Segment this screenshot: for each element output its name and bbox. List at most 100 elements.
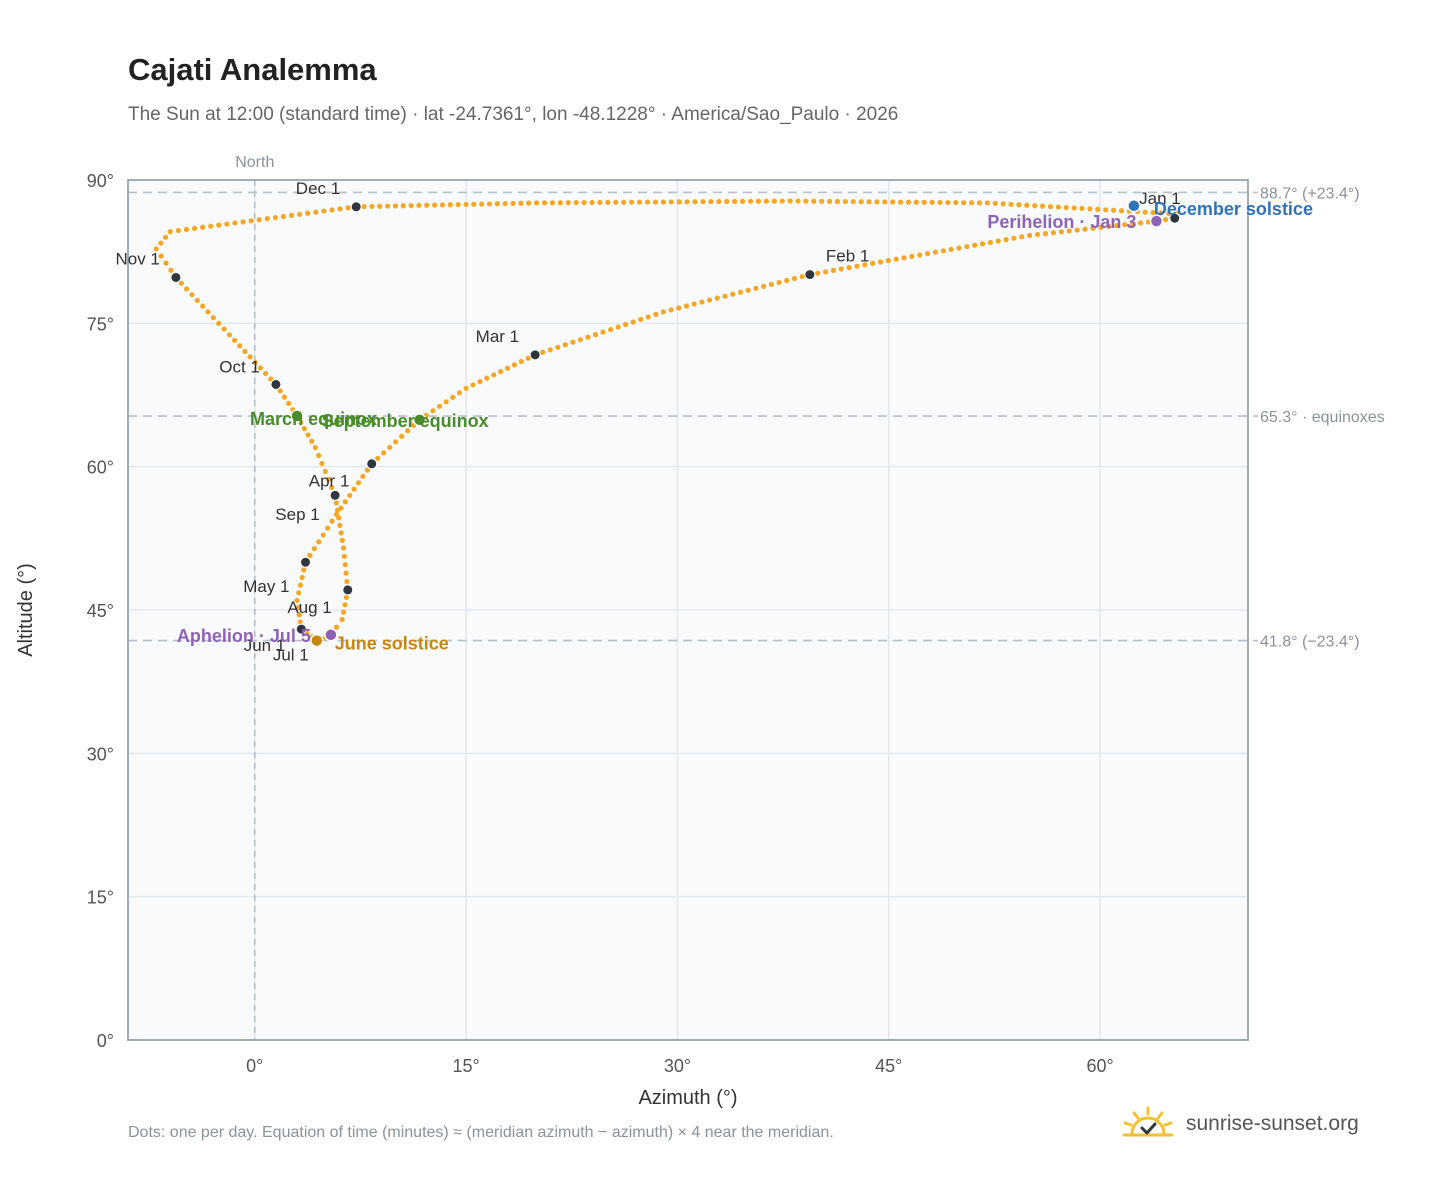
analemma-day-dot xyxy=(375,455,381,461)
analemma-day-dot xyxy=(511,362,518,368)
analemma-day-dot xyxy=(716,198,722,205)
analemma-day-dot xyxy=(343,594,349,600)
analemma-day-dot xyxy=(392,203,399,209)
analemma-day-dot xyxy=(1071,205,1077,211)
analemma-day-dot xyxy=(240,219,246,225)
analemma-day-dot xyxy=(592,332,599,338)
month-marker xyxy=(170,271,182,283)
analemma-day-dot xyxy=(455,201,461,208)
analemma-day-dot xyxy=(581,199,587,206)
analemma-day-dot xyxy=(630,319,636,325)
analemma-day-dot xyxy=(268,376,274,382)
analemma-day-dot xyxy=(636,199,643,205)
analemma-day-dot xyxy=(297,619,303,625)
analemma-day-dot xyxy=(463,201,469,208)
analemma-day-dot xyxy=(463,385,469,391)
analemma-day-dot xyxy=(342,499,348,505)
analemma-day-dot xyxy=(1098,224,1104,230)
analemma-day-dot xyxy=(854,263,860,269)
analemma-day-dot xyxy=(615,324,621,330)
analemma-day-dot xyxy=(533,200,540,206)
month-label: Feb 1 xyxy=(826,247,869,266)
analemma-day-dot xyxy=(562,342,568,348)
analemma-day-dot xyxy=(815,270,821,276)
y-tick-label: 15° xyxy=(87,888,114,908)
analemma-day-dot xyxy=(200,303,206,309)
analemma-day-dot xyxy=(850,199,856,205)
analemma-day-dot xyxy=(771,198,777,204)
event-marker xyxy=(324,628,338,642)
analemma-day-dot xyxy=(668,307,674,313)
month-marker xyxy=(1169,212,1181,224)
analemma-day-dot xyxy=(1042,231,1049,237)
analemma-day-dot xyxy=(739,198,746,204)
analemma-day-dot xyxy=(320,532,326,538)
analemma-day-dot xyxy=(676,199,682,205)
analemma-day-dot xyxy=(525,355,531,361)
brand-logo[interactable]: sunrise-sunset.org xyxy=(1120,1100,1359,1148)
analemma-day-dot xyxy=(799,273,805,280)
analemma-day-dot xyxy=(231,337,238,343)
analemma-day-dot xyxy=(737,289,744,295)
analemma-day-dot xyxy=(430,408,436,414)
analemma-day-dot xyxy=(305,432,311,438)
month-marker xyxy=(295,623,307,635)
analemma-day-dot xyxy=(226,332,233,338)
analemma-day-dot xyxy=(953,200,959,206)
analemma-day-dot xyxy=(1103,207,1109,213)
analemma-day-dot xyxy=(948,246,954,253)
analemma-day-dot xyxy=(745,287,751,293)
x-tick-label: 30° xyxy=(664,1056,691,1076)
analemma-day-dot xyxy=(724,198,730,205)
analemma-day-dot xyxy=(163,260,169,266)
analemma-day-dot xyxy=(557,200,563,206)
analemma-day-dot xyxy=(683,303,690,309)
analemma-day-dot xyxy=(1130,221,1136,227)
analemma-day-dot xyxy=(732,198,738,205)
analemma-day-dot xyxy=(995,238,1001,244)
analemma-day-dot xyxy=(436,403,443,409)
analemma-day-dot xyxy=(992,200,998,206)
analemma-day-dot xyxy=(1066,228,1072,234)
analemma-day-dot xyxy=(787,198,793,204)
analemma-day-dot xyxy=(299,574,305,581)
analemma-day-dot xyxy=(573,200,579,206)
analemma-day-dot xyxy=(381,450,387,456)
analemma-day-dot xyxy=(600,329,606,335)
analemma-day-dot xyxy=(432,202,438,208)
analemma-day-dot xyxy=(1150,209,1156,216)
analemma-day-dot xyxy=(518,358,524,365)
analemma-day-dot xyxy=(321,208,327,214)
analemma-day-dot xyxy=(937,199,943,206)
analemma-day-dot xyxy=(510,200,516,207)
analemma-day-dot xyxy=(178,280,184,286)
analemma-day-dot xyxy=(329,207,335,213)
month-marker xyxy=(329,489,341,501)
analemma-day-dot xyxy=(1003,237,1009,243)
analemma-day-dot xyxy=(1055,204,1061,210)
analemma-day-dot xyxy=(929,199,935,205)
analemma-day-dot xyxy=(1008,201,1014,207)
reference-line-label: 65.3° · equinoxes xyxy=(1260,409,1385,426)
analemma-day-dot xyxy=(1111,207,1117,213)
chart-subtitle: The Sun at 12:00 (standard time) · lat -… xyxy=(128,104,899,125)
analemma-day-dot xyxy=(784,277,790,284)
analemma-day-dot xyxy=(819,198,825,204)
analemma-day-dot xyxy=(1082,226,1088,232)
analemma-day-dot xyxy=(502,200,508,207)
analemma-day-dot xyxy=(540,349,546,355)
month-label: Nov 1 xyxy=(115,249,159,268)
analemma-day-dot xyxy=(341,553,347,559)
analemma-day-dot xyxy=(644,199,651,205)
analemma-day-dot xyxy=(158,240,164,246)
analemma-day-dot xyxy=(753,285,759,291)
analemma-day-dot xyxy=(355,480,362,486)
analemma-day-dot xyxy=(1106,223,1112,230)
analemma-day-dot xyxy=(1024,202,1030,208)
month-label: May 1 xyxy=(243,577,289,596)
x-tick-label: 45° xyxy=(875,1056,902,1076)
analemma-day-dot xyxy=(262,370,269,377)
event-label: June solstice xyxy=(335,634,449,654)
analemma-day-dot xyxy=(301,567,307,573)
analemma-day-dot xyxy=(692,199,698,205)
